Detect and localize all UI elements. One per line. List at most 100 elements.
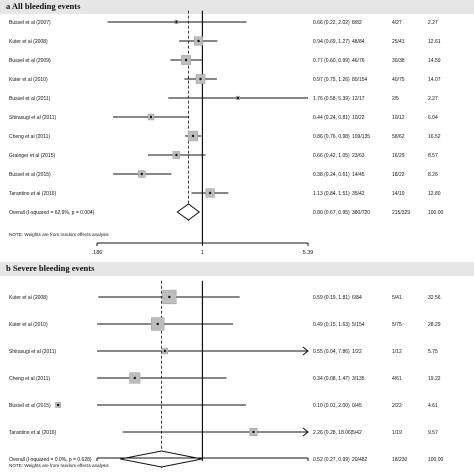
study-label: Tarantino et al (2016) (9, 191, 57, 197)
study-events-control: 5/75 (392, 322, 402, 328)
study-events-treatment: 5/154 (352, 322, 365, 328)
study-weight-text: 12.80 (428, 191, 441, 197)
study-point-estimate (184, 58, 188, 62)
study-events-control: 25/41 (392, 39, 405, 45)
study-events-control: 4/61 (392, 376, 402, 382)
study-label: Shirasugi et al (2011) (9, 115, 56, 121)
study-ci-text: 0.38 (0.24, 0.61) (313, 172, 350, 178)
study-weight-text: 8.57 (428, 153, 438, 159)
study-weight-text: 32.56 (428, 295, 441, 301)
study-point-estimate (208, 191, 212, 195)
study-ci-text: 0.44 (0.24, 0.81) (313, 115, 350, 121)
study-events-treatment: 23/63 (352, 153, 365, 159)
study-ci-text: 0.55 (0.04, 7.86) (313, 349, 350, 355)
study-point-estimate (175, 20, 178, 24)
study-weight-text: 14.07 (428, 77, 441, 83)
study-point-estimate (252, 430, 255, 434)
study-point-estimate (163, 349, 167, 353)
overall-diamond (176, 203, 201, 221)
x-tick-label: .186 (92, 250, 103, 256)
study-events-control: 14/19 (392, 191, 405, 197)
study-weight-text: 28.29 (428, 322, 441, 328)
ci-arrow-marker (302, 346, 309, 356)
study-weight-text: 5.75 (428, 349, 438, 355)
panel-b-title: b Severe bleeding events (6, 263, 95, 273)
study-events-treatment: 0/45 (352, 403, 362, 409)
ci-arrow-marker (302, 427, 309, 437)
overall-weight-text: 100.00 (428, 210, 444, 216)
overall-events-treatment: 380/720 (352, 210, 370, 216)
study-ci-text: 0.97 (0.75, 1.26) (313, 77, 350, 83)
overall-label: Overall (I-squared = 62.9%, p = 0.004) (9, 210, 95, 216)
overall-events-control: 215/329 (392, 210, 410, 216)
study-point-estimate (140, 172, 143, 176)
study-ci-text: 0.49 (0.15, 1.63) (313, 322, 350, 328)
study-point-estimate (133, 376, 137, 380)
study-ci-text: 0.34 (0.08, 1.47) (313, 376, 350, 382)
study-point-estimate (168, 295, 171, 299)
study-weight-text: 12.61 (428, 39, 441, 45)
b-weights-note: NOTE: Weights are from random effects an… (9, 463, 109, 468)
study-events-control: 58/62 (392, 134, 405, 140)
study-label: Kuter et al (2010) (9, 322, 48, 328)
study-ci-text: 1.13 (0.84, 1.51) (313, 191, 350, 197)
study-events-control: 40/75 (392, 77, 405, 83)
overall-ci-text: 0.52 (0.27, 0.99) (313, 457, 350, 463)
study-events-control: 4/27 (392, 20, 402, 26)
study-ci-text: 0.59 (0.19, 1.81) (313, 295, 350, 301)
study-ci-text: 0.10 (0.01, 2.00) (313, 403, 350, 409)
study-label: Bussel et al (2011) (9, 96, 51, 102)
study-ci-text: 2.26 (0.28, 18.06) (313, 430, 353, 436)
study-events-control: 2/22 (392, 403, 402, 409)
study-events-treatment: 1/22 (352, 349, 362, 355)
study-label: Bussel et al (2009) (9, 58, 51, 64)
study-events-control: 16/29 (392, 153, 405, 159)
study-weight-text: 4.61 (428, 403, 438, 409)
study-events-treatment: 14/45 (352, 172, 365, 178)
study-events-treatment: 3/135 (352, 376, 365, 382)
study-events-treatment: 109/135 (352, 134, 370, 140)
study-events-treatment: 12/17 (352, 96, 365, 102)
study-events-treatment: 35/42 (352, 191, 365, 197)
study-point-estimate (56, 403, 60, 407)
study-label: Bussel et al (2015) (9, 172, 51, 178)
study-ci-text: 0.86 (0.76, 0.98) (313, 134, 350, 140)
overall-ci-text: 0.80 (0.67, 0.95) (313, 210, 350, 216)
study-ci-text: 0.66 (0.42, 1.05) (313, 153, 350, 159)
study-point-estimate (199, 77, 202, 81)
study-weight-text: 19.22 (428, 376, 441, 382)
overall-label: Overall (I-squared = 0.0%, p = 0.628) (9, 457, 92, 463)
study-point-estimate (156, 322, 159, 326)
study-label: Tarantino et al (2016) (9, 430, 57, 436)
study-label: Bussel et al (2015) (9, 403, 51, 409)
study-events-control: 10/12 (392, 115, 405, 121)
panel-a-title: a All bleeding events (6, 1, 81, 11)
panel-a-header: a All bleeding events (0, 0, 474, 14)
study-label: Bussel et al (2007) (9, 20, 51, 26)
study-ci-text: 0.66 (0.22, 2.02) (313, 20, 350, 26)
study-ci-text: 0.94 (0.69, 1.27) (313, 39, 350, 45)
x-tick-label: 1 (201, 250, 204, 256)
overall-events-treatment: 20/482 (352, 457, 368, 463)
study-point-estimate (191, 134, 195, 138)
study-weight-text: 9.57 (428, 430, 438, 436)
study-events-treatment: 46/76 (352, 58, 365, 64)
study-events-treatment: 6/84 (352, 295, 362, 301)
study-weight-text: 6.04 (428, 115, 438, 121)
study-events-control: 1/19 (392, 430, 402, 436)
study-label: Cheng et al (2011) (9, 376, 50, 382)
study-events-control: 18/22 (392, 172, 405, 178)
study-label: Grainger et al (2015) (9, 153, 55, 159)
study-weight-text: 2.27 (428, 96, 438, 102)
study-label: Cheng et al (2011) (9, 134, 50, 140)
a-weights-note: NOTE: Weights are from random effects an… (9, 232, 109, 237)
study-point-estimate (236, 96, 240, 100)
x-tick-label: 5.39 (303, 250, 314, 256)
study-events-control: 2/5 (392, 96, 399, 102)
study-label: Kuter et al (2008) (9, 39, 48, 45)
study-events-treatment: 10/22 (352, 115, 365, 121)
study-events-treatment: 48/84 (352, 39, 365, 45)
study-label: Shirasugi et al (2011) (9, 349, 56, 355)
